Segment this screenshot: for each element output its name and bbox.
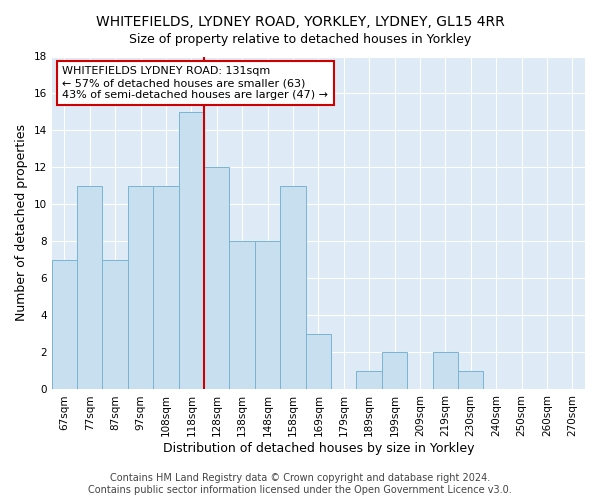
Bar (77, 186, 103, 390)
Bar (458, 371, 484, 390)
Bar (179, 112, 204, 390)
Text: WHITEFIELDS LYDNEY ROAD: 131sqm
← 57% of detached houses are smaller (63)
43% of: WHITEFIELDS LYDNEY ROAD: 131sqm ← 57% of… (62, 66, 328, 100)
Text: WHITEFIELDS, LYDNEY ROAD, YORKLEY, LYDNEY, GL15 4RR: WHITEFIELDS, LYDNEY ROAD, YORKLEY, LYDNE… (95, 15, 505, 29)
Bar (204, 168, 229, 390)
Bar (382, 352, 407, 390)
Bar (280, 186, 305, 390)
Bar (128, 186, 153, 390)
Bar (52, 260, 77, 390)
Text: Contains HM Land Registry data © Crown copyright and database right 2024.
Contai: Contains HM Land Registry data © Crown c… (88, 474, 512, 495)
Y-axis label: Number of detached properties: Number of detached properties (15, 124, 28, 322)
Bar (153, 186, 179, 390)
Bar (229, 242, 255, 390)
Bar (356, 371, 382, 390)
X-axis label: Distribution of detached houses by size in Yorkley: Distribution of detached houses by size … (163, 442, 474, 455)
Bar (103, 260, 128, 390)
Text: Size of property relative to detached houses in Yorkley: Size of property relative to detached ho… (129, 32, 471, 46)
Bar (305, 334, 331, 390)
Bar (255, 242, 280, 390)
Bar (433, 352, 458, 390)
